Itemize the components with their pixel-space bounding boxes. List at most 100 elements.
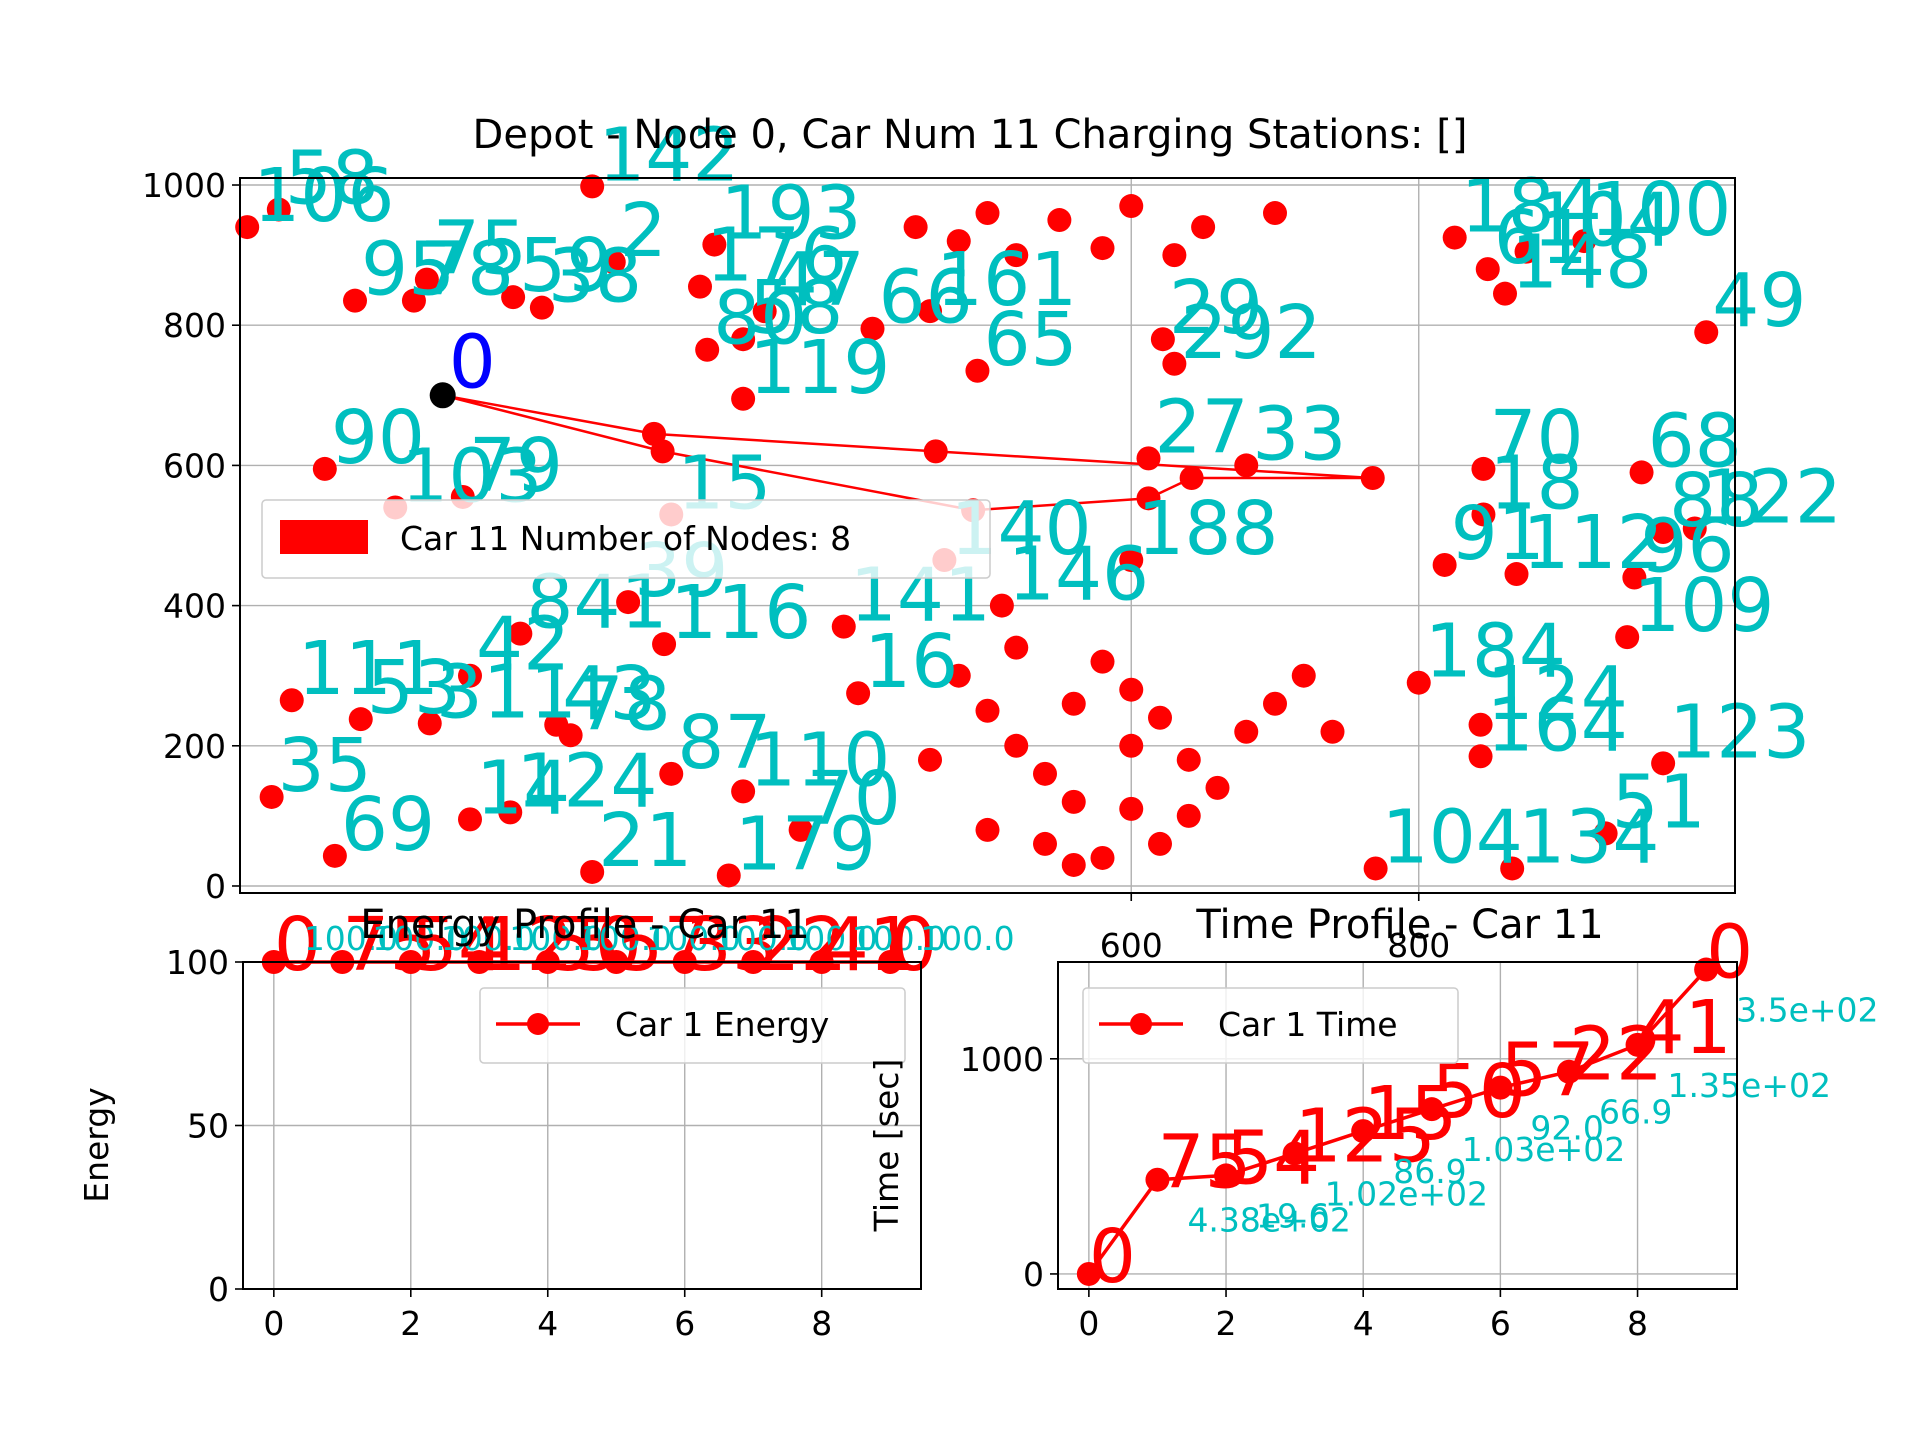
energy-xtick-label-4: 8 (811, 1304, 832, 1343)
route-node-label-35: 49 (1712, 258, 1806, 344)
route-node-32 (1622, 565, 1647, 590)
route-node-58 (508, 621, 533, 646)
route-legend-box (261, 499, 991, 579)
route-stop-3 (1179, 466, 1204, 491)
route-node-43 (1468, 744, 1493, 769)
route-node-26 (1471, 502, 1496, 527)
energy-node-label-2: 54 (411, 902, 505, 988)
time-ticks: 0 2 4 6 8 0 1000 (960, 1040, 1648, 1343)
route-cluster-node-31 (1090, 236, 1115, 261)
route-node-label-9: 193 (720, 171, 861, 257)
route-cluster-node-5 (1090, 649, 1115, 674)
energy-legend-marker (527, 1013, 549, 1035)
time-point-8 (1625, 1032, 1650, 1057)
route-cluster-node-8 (1176, 747, 1201, 772)
energy-value-label-4: 100.0 (578, 919, 672, 958)
route-cluster-node-16 (1033, 831, 1057, 856)
route-node-label-3: 78 (420, 227, 514, 313)
route-node-label-2: 95 (361, 227, 455, 313)
route-node-label-68: 14 (476, 745, 570, 831)
route-node-label-44: 104 (1382, 794, 1523, 880)
energy-node-label-0: 0 (274, 902, 321, 988)
time-xtick-label-0: 0 (1078, 1304, 1099, 1343)
route-cluster-node-22 (1320, 719, 1345, 744)
depot-label: 0 (449, 319, 496, 405)
energy-point-labels: 0100.075100.054100.0125100.050100.057100… (274, 902, 1015, 988)
energy-xtick-label-0: 0 (263, 1304, 284, 1343)
route-node-8 (601, 250, 626, 275)
route-node-label-23: 292 (1180, 290, 1321, 376)
route-xtick-label-1: 800 (1387, 926, 1450, 965)
time-node-label-1: 75 (1157, 1120, 1251, 1206)
route-node-label-52: 124 (516, 738, 657, 824)
route-node-label-25: 70 (1489, 395, 1583, 481)
route-node-61 (458, 663, 482, 688)
time-plot: 0754.38e+025419.61251.02e+021586.9501.03… (867, 902, 1879, 1343)
energy-value-label-6: 100.0 (715, 919, 809, 958)
energy-value-label-7: 100.0 (783, 919, 877, 958)
route-ytick-label-1: 200 (163, 727, 226, 766)
route-node-label-5: 59 (519, 223, 613, 309)
route-node-label-33: 109 (1633, 563, 1774, 649)
route-node-label-67: 70 (807, 756, 901, 842)
time-node-label-2: 54 (1226, 1115, 1320, 1201)
route-cluster-node-29 (1191, 215, 1216, 240)
time-series (1076, 957, 1719, 1286)
route-node-label-17: 79 (469, 423, 563, 509)
route-cluster-node-30 (1004, 243, 1029, 268)
time-point-5 (1419, 1097, 1444, 1122)
route-node-label-46: 184 (1425, 609, 1566, 695)
route-node-label-69: 16 (864, 619, 958, 705)
depot-marker (429, 382, 456, 409)
route-legend: Car 11 Number of Nodes: 8 (261, 499, 991, 579)
route-node-label-30: 91 (1451, 491, 1545, 577)
time-value-label-6: 92.0 (1530, 1109, 1603, 1148)
energy-node-label-5: 57 (616, 902, 710, 988)
energy-plot: 0100.075100.054100.0125100.050100.057100… (77, 902, 1015, 1343)
time-point-3 (1282, 1141, 1307, 1166)
route-node-2 (343, 288, 367, 313)
route-node-38 (1493, 281, 1517, 306)
route-cluster-node-17 (1090, 845, 1115, 870)
route-ytick-label-3: 600 (163, 446, 226, 485)
route-node-label-22: 33 (1252, 391, 1346, 477)
energy-legend-label: Car 1 Energy (615, 1005, 829, 1044)
route-node-label-61: 42 (476, 602, 570, 688)
route-node-1 (266, 197, 291, 222)
route-node-label-65: 87 (677, 700, 771, 786)
time-node-label-6: 57 (1500, 1028, 1594, 1114)
route-cluster-node-13 (1176, 803, 1201, 828)
route-cluster-node-25 (903, 215, 928, 240)
route-plot-title: Depot - Node 0, Car Num 11 Charging Stat… (473, 112, 1468, 158)
time-point-9 (1694, 957, 1719, 982)
route-cluster-node-0 (946, 663, 971, 688)
route-node-31 (1504, 562, 1529, 587)
route-node-label-37: 104 (1533, 178, 1674, 264)
route-node-label-20: 66 (879, 255, 973, 341)
energy-ytick-label-0: 0 (208, 1270, 229, 1309)
route-node-24 (1150, 327, 1175, 352)
route-node-36 (1572, 229, 1597, 254)
route-node-label-66: 110 (749, 717, 890, 803)
route-node-46 (1406, 670, 1431, 695)
route-node-64 (989, 593, 1014, 618)
route-node-13 (695, 337, 720, 362)
route-cluster-node-34 (946, 229, 971, 254)
route-cluster-node-33 (1263, 201, 1287, 226)
route-cluster-node-3 (1033, 761, 1057, 786)
route-ytick-label-5: 1000 (142, 166, 226, 205)
route-cluster-node-24 (1119, 796, 1144, 821)
route-node-label-54: 78 (577, 661, 671, 747)
route-node-52 (498, 800, 523, 825)
route-ytick-label-4: 800 (163, 306, 226, 345)
route-node-label-50: 35 (278, 723, 372, 809)
route-node-59 (616, 590, 641, 615)
route-node-label-7: 142 (598, 112, 739, 198)
route-stop-6 (650, 439, 675, 464)
route-node-41 (1593, 821, 1618, 846)
route-node-label-51: 69 (341, 782, 435, 868)
energy-ylabel: Energy (77, 1087, 116, 1203)
route-cluster-node-6 (1119, 677, 1144, 702)
route-node-label-40: 184 (1461, 164, 1602, 250)
